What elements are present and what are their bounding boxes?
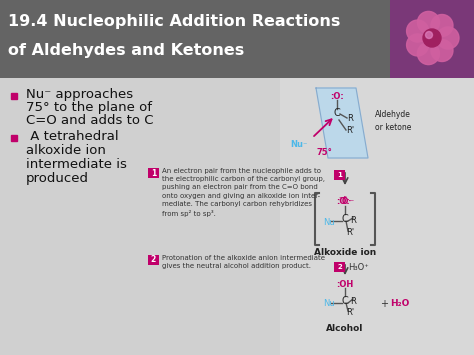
Text: Alkoxide ion: Alkoxide ion [314, 248, 376, 257]
Text: :OH: :OH [337, 280, 354, 289]
Text: :O̅:⁻: :O̅:⁻ [336, 197, 354, 206]
Text: Protonation of the alkoxide anion intermediate
gives the neutral alcohol additio: Protonation of the alkoxide anion interm… [162, 255, 325, 269]
Circle shape [426, 32, 432, 38]
Bar [148, 168, 159, 178]
Text: R': R' [346, 228, 354, 237]
Text: H₂O: H₂O [390, 299, 410, 308]
Bar [0, 0, 474, 78]
Text: Alcohol: Alcohol [326, 324, 364, 333]
Circle shape [431, 39, 453, 61]
Circle shape [418, 43, 439, 65]
Text: intermediate is: intermediate is [26, 158, 127, 171]
Text: R: R [350, 216, 356, 225]
Bar [334, 262, 345, 272]
Bar [334, 170, 345, 180]
Circle shape [431, 15, 453, 37]
Circle shape [407, 20, 428, 42]
Text: ¨Ö·: ¨Ö· [338, 197, 352, 206]
Text: A tetrahedral: A tetrahedral [26, 130, 118, 143]
Text: R: R [347, 114, 353, 123]
Text: 2: 2 [151, 256, 156, 264]
Text: C: C [334, 108, 340, 118]
Text: C=O and adds to C: C=O and adds to C [26, 114, 154, 127]
Circle shape [407, 34, 428, 56]
Text: 75°: 75° [317, 148, 333, 157]
Text: produced: produced [26, 172, 89, 185]
Text: 2: 2 [337, 264, 342, 270]
Text: An electron pair from the nucleophile adds to
the electrophilic carbon of the ca: An electron pair from the nucleophile ad… [162, 168, 325, 217]
Circle shape [423, 29, 441, 47]
Text: Nu⁻: Nu⁻ [291, 140, 308, 149]
Text: 1: 1 [337, 172, 342, 178]
Text: C: C [342, 214, 348, 224]
Text: :O:: :O: [330, 92, 344, 101]
Text: H₃O⁺: H₃O⁺ [348, 263, 369, 272]
Text: +: + [380, 299, 388, 309]
Text: R': R' [346, 126, 354, 135]
Polygon shape [316, 88, 368, 158]
Text: 75° to the plane of: 75° to the plane of [26, 101, 152, 114]
Bar [0, 78, 280, 355]
Text: Aldehyde
or ketone: Aldehyde or ketone [375, 110, 411, 131]
Bar [148, 255, 159, 265]
Text: 1: 1 [151, 169, 156, 178]
Text: 19.4 Nucleophilic Addition Reactions: 19.4 Nucleophilic Addition Reactions [8, 14, 340, 29]
Text: Nu: Nu [323, 299, 335, 308]
Text: Nu⁻ approaches: Nu⁻ approaches [26, 88, 133, 101]
Circle shape [418, 11, 439, 33]
Text: Nu: Nu [323, 218, 335, 227]
Circle shape [437, 27, 459, 49]
Text: C: C [342, 296, 348, 306]
Bar [0, 78, 474, 355]
Bar [390, 0, 474, 78]
Text: R: R [350, 297, 356, 306]
Text: of Aldehydes and Ketones: of Aldehydes and Ketones [8, 43, 244, 58]
Text: R': R' [346, 308, 354, 317]
Text: alkoxide ion: alkoxide ion [26, 144, 106, 157]
